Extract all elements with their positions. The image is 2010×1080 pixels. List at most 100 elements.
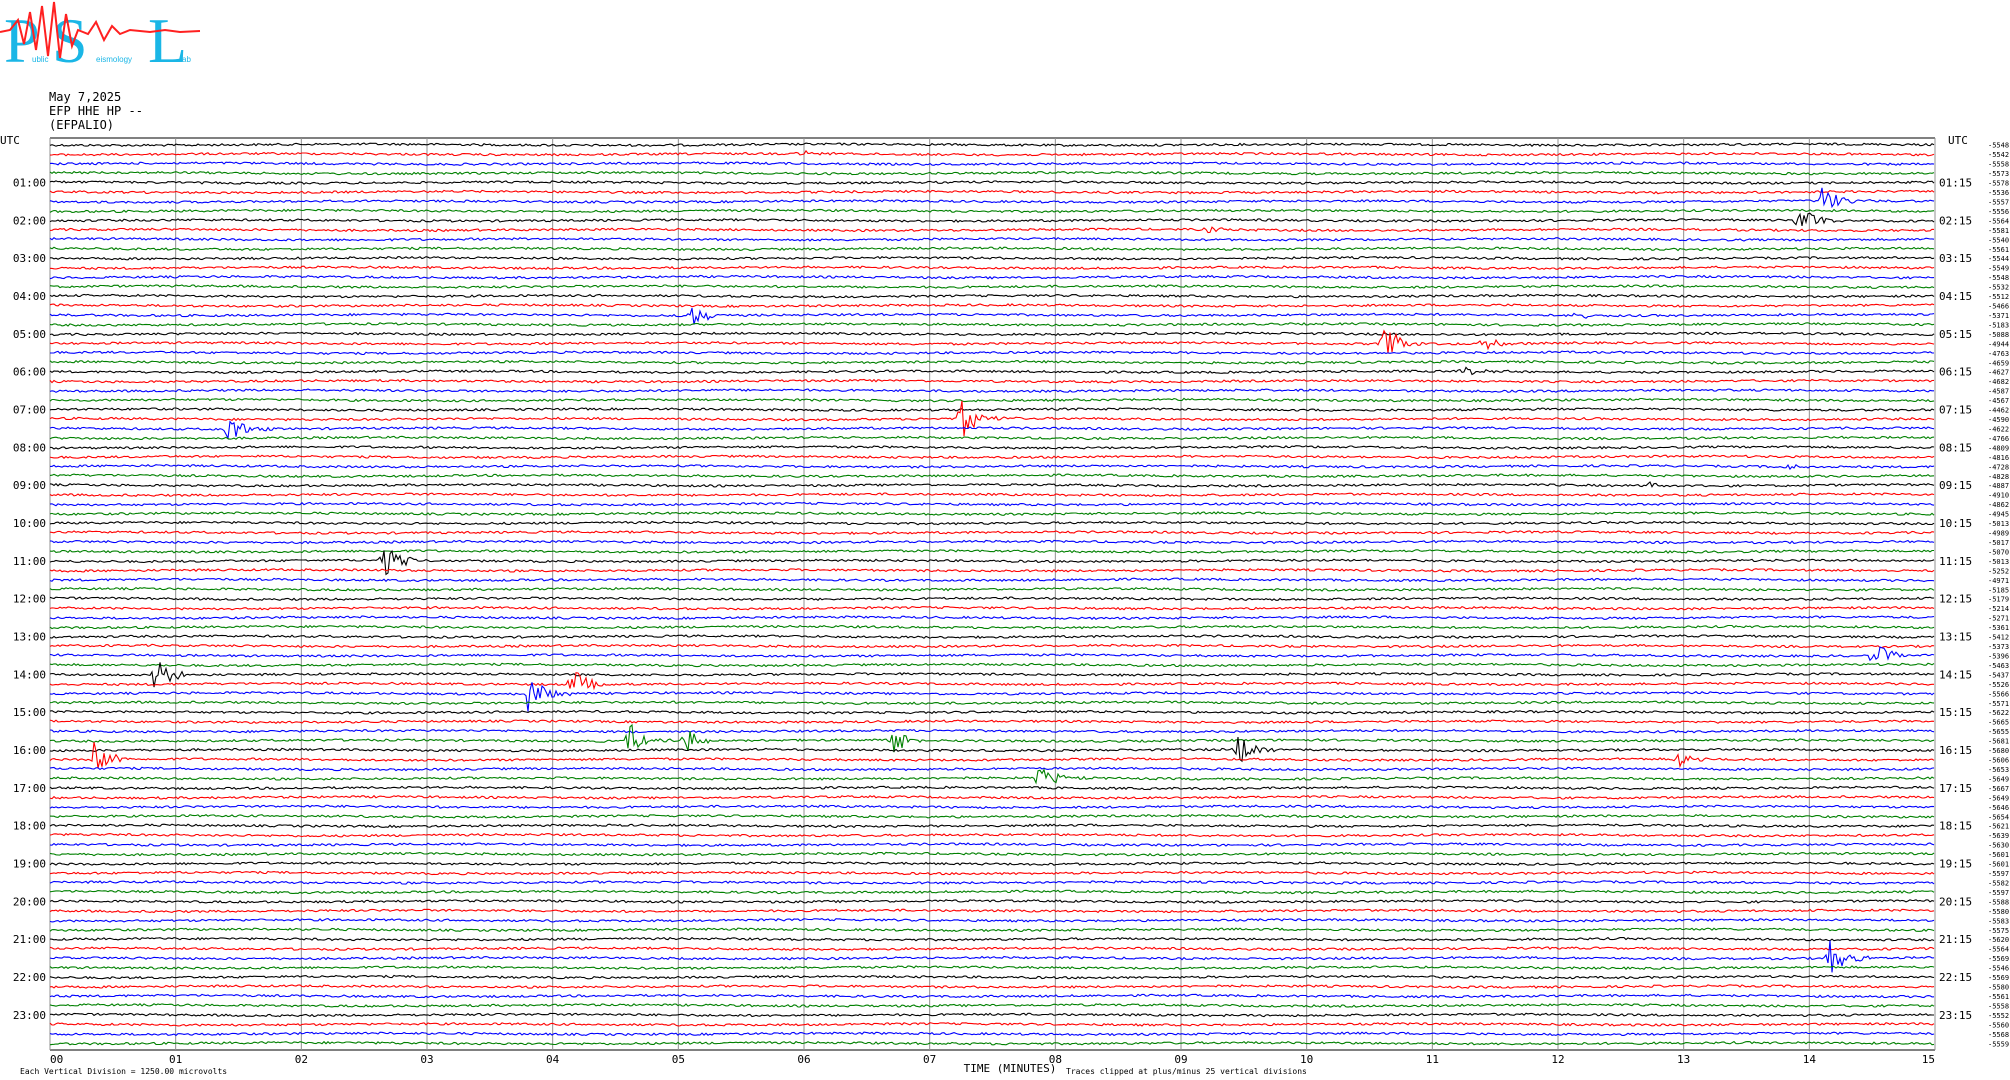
trace-offset-value: -5088	[1988, 331, 2009, 339]
hour-label-left: 21:00	[13, 933, 46, 946]
seismic-trace	[49, 870, 1935, 876]
x-tick-label: 08	[1049, 1053, 1062, 1066]
seismic-trace	[49, 899, 1935, 904]
trace-offset-value: -5653	[1988, 766, 2009, 774]
hour-label-right: 07:15	[1939, 404, 1972, 417]
trace-offset-value: -5654	[1988, 813, 2009, 821]
seismic-trace	[49, 586, 1935, 592]
trace-offset-value: -5680	[1988, 747, 2009, 755]
seismic-trace	[49, 359, 1935, 365]
seismic-trace	[49, 329, 1935, 354]
trace-offset-value: -4887	[1988, 482, 2009, 490]
trace-offset-value: -5536	[1988, 189, 2009, 197]
seismic-trace	[49, 737, 1935, 763]
trace-offset-value: -5371	[1988, 312, 2009, 320]
header-station: (EFPALIO)	[49, 118, 115, 132]
x-tick-label: 07	[923, 1053, 936, 1066]
trace-offset-value: -5017	[1988, 539, 2009, 547]
hour-label-right: 15:15	[1939, 706, 1972, 719]
hour-label-right: 03:15	[1939, 252, 1972, 265]
trace-offset-value: -5532	[1988, 284, 2009, 292]
logo-wave	[0, 1, 201, 59]
seismic-trace	[49, 501, 1935, 507]
seismic-trace	[49, 1022, 1935, 1027]
trace-offset-value: -5540	[1988, 236, 2009, 244]
seismic-trace	[49, 445, 1935, 450]
seismic-trace	[49, 889, 1935, 895]
trace-offset-value: -5183	[1988, 321, 2009, 329]
trace-offset-value: -5548	[1988, 274, 2009, 282]
hour-label-right: 12:15	[1939, 593, 1972, 606]
grid-lines	[49, 137, 1936, 1051]
hour-label-right: 20:15	[1939, 895, 1972, 908]
hour-label-right: 01:15	[1939, 177, 1972, 190]
trace-offset-value: -5571	[1988, 700, 2009, 708]
hour-label-left: 08:00	[13, 441, 46, 454]
seismic-trace	[49, 596, 1935, 602]
trace-offset-value: -5582	[1988, 879, 2009, 887]
hour-label-right: 16:15	[1939, 744, 1972, 757]
hour-label-left: 01:00	[13, 177, 46, 190]
scale-note: Each Vertical Division = 1250.00 microvo…	[20, 1067, 227, 1076]
trace-offset-value: -5179	[1988, 596, 2009, 604]
seismic-trace	[50, 1012, 1934, 1018]
psl-logo: P S L ublic eismology ab	[0, 1, 201, 72]
trace-offset-value: -4945	[1988, 511, 2009, 519]
seismic-trace	[49, 530, 1935, 535]
seismic-trace	[49, 236, 1935, 242]
seismic-trace	[49, 719, 1935, 724]
trace-offset-value: -5622	[1988, 709, 2009, 717]
hour-label-left: 16:00	[13, 744, 46, 757]
trace-offset-value: -5564	[1988, 217, 2009, 225]
trace-offset-value: -4862	[1988, 501, 2009, 509]
seismic-trace	[49, 768, 1935, 785]
seismic-trace	[49, 142, 1935, 148]
trace-offset-value: -5564	[1988, 946, 2009, 954]
seismic-trace	[49, 180, 1935, 185]
hour-label-right: 10:15	[1939, 517, 1972, 530]
seismic-trace	[49, 454, 1935, 460]
trace-offset-value: -4627	[1988, 369, 2009, 377]
x-tick-label: 06	[797, 1053, 810, 1066]
trace-offset-value: -4659	[1988, 359, 2009, 367]
x-tick-label: 13	[1677, 1053, 1690, 1066]
hour-label-left: 07:00	[13, 404, 46, 417]
hour-label-left: 09:00	[13, 479, 46, 492]
logo-subtitle-2: eismology	[96, 55, 132, 64]
trace-offset-value: -5373	[1988, 643, 2009, 651]
hour-label-right: 18:15	[1939, 820, 1972, 833]
trace-offset-value: -5466	[1988, 303, 2009, 311]
trace-offset-value: -4989	[1988, 530, 2009, 538]
seismic-trace	[49, 804, 1935, 810]
hour-label-left: 14:00	[13, 668, 46, 681]
seismic-trace	[49, 303, 1935, 308]
hour-label-right: 09:15	[1939, 479, 1972, 492]
seismic-trace	[49, 246, 1935, 252]
hour-label-right: 02:15	[1939, 214, 1972, 227]
hour-label-right: 14:15	[1939, 668, 1972, 681]
seismic-trace	[49, 634, 1935, 639]
trace-offset-value: -5544	[1988, 255, 2009, 263]
trace-offset-value: -5559	[1988, 1040, 2009, 1048]
trace-offset-value: -5655	[1988, 728, 2009, 736]
seismic-trace	[49, 420, 1935, 441]
trace-offset-value: -5558	[1988, 1002, 2009, 1010]
seismic-trace	[49, 946, 1935, 952]
seismic-trace	[49, 993, 1935, 999]
seismic-trace	[50, 463, 1935, 471]
seismic-trace	[49, 149, 1935, 157]
trace-offset-value: -4567	[1988, 397, 2009, 405]
seismic-trace	[49, 823, 1935, 829]
seismic-trace	[49, 400, 1935, 437]
right-axis-label: UTC	[1948, 134, 1968, 147]
seismic-trace	[49, 567, 1935, 573]
trace-offset-value: -5581	[1988, 227, 2009, 235]
trace-offset-value: -5665	[1988, 719, 2009, 727]
hour-label-left: 05:00	[13, 328, 46, 341]
hour-label-left: 15:00	[13, 706, 46, 719]
seismic-trace	[49, 700, 1935, 706]
seismic-trace	[49, 984, 1935, 989]
hour-label-right: 17:15	[1939, 782, 1972, 795]
seismic-trace	[49, 520, 1935, 526]
